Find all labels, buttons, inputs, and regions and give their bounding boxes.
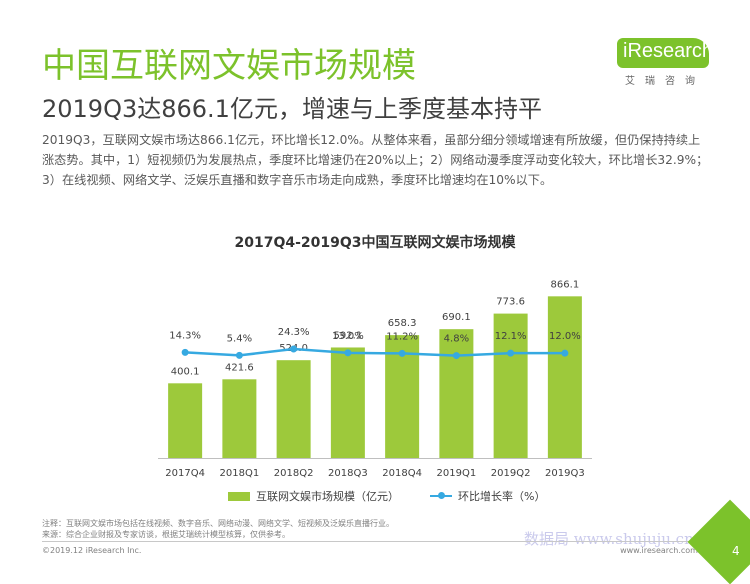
- growth-point-2018Q2: [290, 345, 298, 353]
- growth-label-2019Q3: 12.0%: [549, 331, 581, 342]
- page-title: 中国互联网文娱市场规模: [42, 46, 416, 86]
- legend-swatch-line: [430, 492, 452, 499]
- growth-label-2018Q2: 24.3%: [278, 327, 310, 338]
- growth-point-2019Q1: [452, 352, 460, 360]
- watermark-text: 数据局 www.shujuju.cn: [524, 530, 694, 548]
- growth-label-2018Q1: 5.4%: [227, 333, 252, 344]
- growth-point-2018Q4: [398, 349, 406, 357]
- bar-2018Q1: [222, 379, 257, 458]
- growth-rate-line: [185, 347, 565, 357]
- growth-label-2017Q4: 14.3%: [169, 330, 201, 341]
- x-tick-2017Q4: 2017Q4: [165, 468, 205, 479]
- bar-label-2018Q3: 592.1: [334, 330, 363, 341]
- summary-text: 2019Q3，互联网文娱市场达866.1亿元，环比增长12.0%。从整体来看，虽…: [42, 133, 709, 187]
- chart-legend: 互联网文娱市场规模（亿元） 环比增长率（%）: [228, 488, 588, 506]
- x-tick-2018Q2: 2018Q2: [274, 468, 314, 479]
- chart-title: 2017Q4-2019Q3中国互联网文娱市场规模: [234, 235, 516, 251]
- bar-label-2019Q3: 866.1: [551, 279, 580, 290]
- note-line-2: 来源：综合企业财报及专家访谈，根据艾瑞统计模型核算，仅供参考。: [42, 530, 290, 539]
- growth-point-2019Q3: [561, 349, 569, 357]
- growth-label-2019Q2: 12.1%: [495, 331, 527, 342]
- bar-2019Q1: [439, 329, 474, 458]
- footer-divider: [42, 541, 712, 542]
- page-number: 4: [732, 544, 740, 558]
- x-tick-2019Q3: 2019Q3: [545, 468, 585, 479]
- growth-label-2018Q3: 13.0%: [332, 331, 364, 342]
- growth-point-2019Q2: [507, 349, 515, 357]
- bar-label-2018Q4: 658.3: [388, 318, 417, 329]
- x-tick-2018Q4: 2018Q4: [382, 468, 422, 479]
- logo-subtitle: 艾瑞咨询: [625, 76, 705, 87]
- growth-point-2017Q4: [181, 348, 189, 356]
- page-subtitle: 2019Q3达866.1亿元，增速与上季度基本持平: [42, 95, 542, 123]
- x-tick-2019Q2: 2019Q2: [491, 468, 531, 479]
- legend-item-bar: 互联网文娱市场规模（亿元）: [228, 488, 399, 504]
- growth-point-2018Q3: [344, 349, 352, 357]
- footer-website: www.iresearch.com.cn: [620, 546, 710, 555]
- growth-label-2018Q4: 11.2%: [386, 331, 418, 342]
- bar-2018Q3: [330, 347, 365, 458]
- bar-label-2017Q4: 400.1: [171, 366, 200, 377]
- bar-2019Q3: [547, 296, 582, 458]
- logo-name: iResearch: [623, 40, 714, 62]
- logo-mark: [617, 38, 709, 68]
- legend-item-line: 环比增长率（%）: [430, 488, 545, 504]
- bar-label-2019Q1: 690.1: [442, 312, 471, 323]
- bar-2017Q4: [168, 383, 203, 458]
- chart-notes: 注释：互联网文娱市场包括在线视频、数字音乐、网络动漫、网络文学、短视频及泛娱乐直…: [42, 518, 394, 540]
- x-tick-2019Q1: 2019Q1: [437, 468, 477, 479]
- x-tick-2018Q3: 2018Q3: [328, 468, 368, 479]
- legend-label-bar: 互联网文娱市场规模（亿元）: [256, 490, 399, 503]
- bar-2019Q2: [493, 313, 528, 458]
- bar-label-2019Q2: 773.6: [496, 297, 525, 308]
- footer-copyright: ©2019.12 iResearch Inc.: [42, 546, 142, 555]
- note-line-1: 注释：互联网文娱市场包括在线视频、数字音乐、网络动漫、网络文学、短视频及泛娱乐直…: [42, 519, 394, 528]
- growth-point-2018Q1: [235, 351, 243, 359]
- bar-label-2018Q1: 421.6: [225, 362, 254, 373]
- iresearch-logo: iResearch 艾瑞咨询: [617, 38, 713, 90]
- market-size-chart: 400.12017Q4421.62018Q1524.02018Q2592.120…: [158, 279, 592, 479]
- legend-swatch-bar: [228, 491, 250, 501]
- bar-2018Q2: [276, 360, 311, 458]
- growth-label-2019Q1: 4.8%: [444, 334, 469, 345]
- legend-label-line: 环比增长率（%）: [458, 490, 546, 503]
- x-tick-2018Q1: 2018Q1: [220, 468, 260, 479]
